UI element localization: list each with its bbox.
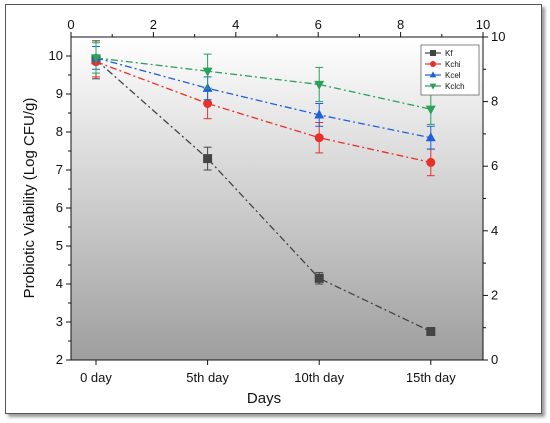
series-line	[95, 57, 431, 139]
data-point	[314, 273, 324, 283]
data-point	[425, 105, 436, 115]
data-point	[202, 67, 213, 77]
right-axis-tick-label: 6	[491, 158, 498, 173]
legend-label: Kf	[445, 49, 453, 58]
data-point	[203, 99, 213, 108]
right-axis-tick-label: 10	[491, 29, 505, 44]
plot-background	[70, 36, 484, 361]
legend-label: Kcel	[445, 71, 461, 80]
data-point	[314, 80, 325, 90]
left-axis-tick-label: 10	[49, 48, 63, 63]
y-axis-title: Probiotic Viability (Log CFU/g)	[21, 98, 38, 299]
top-axis-tick-label: 6	[315, 17, 322, 32]
line-chart: 2 3 4 5 6 7 8 9 10 0 2 4 6 8 10 0 2 4 6 8 10 0 day 5th day 10th…	[21, 17, 505, 407]
right-axis-tick-label: 4	[491, 223, 498, 238]
top-axis-tick-label: 10	[476, 17, 490, 32]
legend-label: Kchi	[445, 60, 461, 69]
top-axis-tick-label: 8	[397, 17, 404, 32]
data-point	[426, 157, 436, 167]
data-point	[430, 61, 436, 67]
top-axis-tick-label: 2	[150, 17, 157, 32]
right-axis-tick-label: 0	[491, 352, 498, 367]
data-point	[429, 83, 437, 90]
series-kcel	[91, 46, 436, 150]
x-axis-tick-label: 10th day	[294, 370, 344, 385]
data-point	[429, 71, 437, 78]
left-axis-tick-label: 7	[56, 162, 63, 177]
right-axis-tick-label: 8	[491, 94, 498, 109]
top-axis-tick-label: 4	[232, 17, 239, 32]
series-line	[95, 57, 431, 110]
x-axis-tick-label: 15th day	[406, 370, 456, 385]
data-point	[425, 132, 436, 142]
x-axis-tick-label: 5th day	[186, 370, 229, 385]
left-axis-tick-label: 6	[56, 200, 63, 215]
data-point	[203, 154, 213, 164]
right-axis-tick-label: 2	[491, 287, 498, 302]
series-kclch	[91, 42, 436, 125]
data-point	[426, 327, 436, 336]
left-axis-tick-label: 2	[56, 352, 63, 367]
legend-label: Kclch	[445, 82, 465, 91]
left-axis-tick-label: 3	[56, 314, 63, 329]
top-axis-tick-label: 0	[67, 17, 74, 32]
data-point	[314, 133, 324, 143]
left-axis-tick-label: 5	[56, 238, 63, 253]
data-point	[430, 50, 436, 56]
series-line	[95, 59, 432, 333]
x-axis-title: Days	[247, 390, 281, 407]
legend: Kf Kchi Kcel Kclch	[420, 44, 480, 96]
left-axis-tick-label: 8	[56, 124, 63, 139]
left-axis-tick-label: 9	[56, 86, 63, 101]
data-point	[314, 109, 325, 119]
data-point	[91, 54, 101, 64]
left-axis-tick-label: 4	[56, 276, 63, 291]
x-axis-tick-label: 0 day	[80, 370, 112, 385]
chart-frame: 2 3 4 5 6 7 8 9 10 0 2 4 6 8 10 0 2 4 6 8 10 0 day 5th day 10th…	[5, 4, 542, 414]
